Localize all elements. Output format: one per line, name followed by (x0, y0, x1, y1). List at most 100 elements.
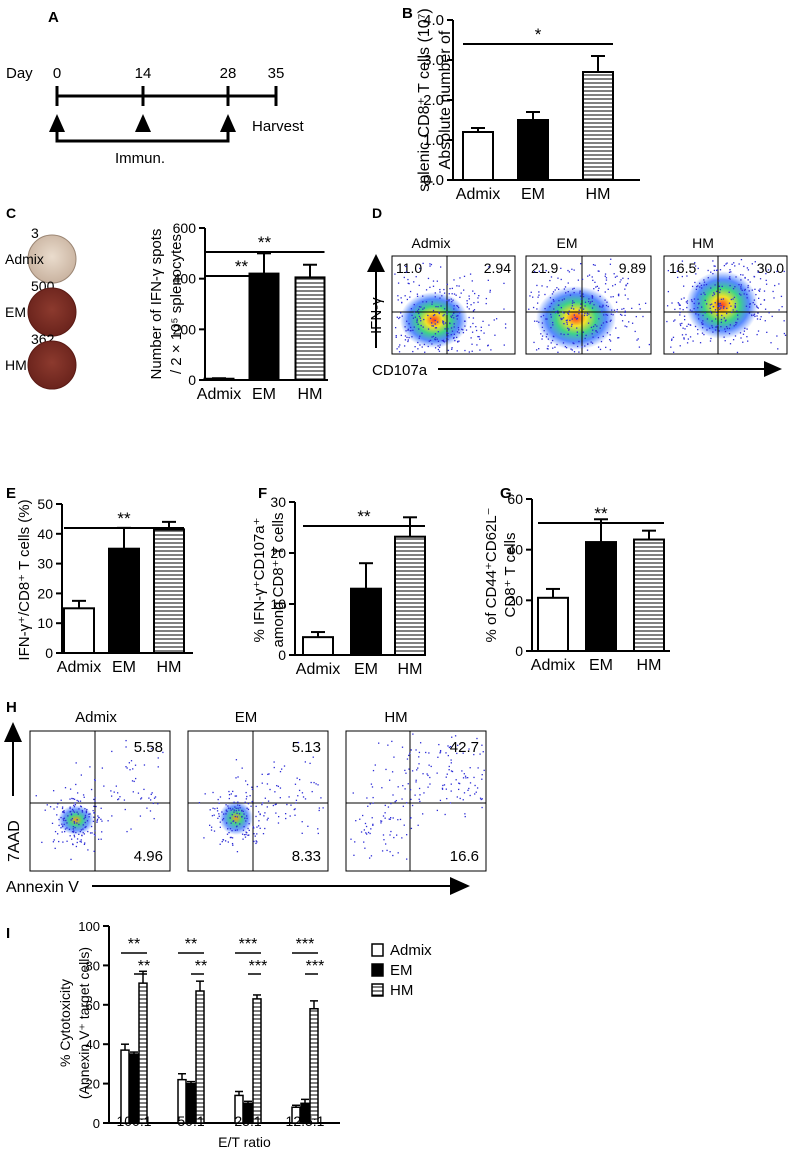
event-dot (419, 800, 421, 803)
cell-density-cloud (686, 271, 758, 339)
event-dot (447, 754, 449, 757)
event-dot (715, 269, 718, 272)
event-dot (407, 278, 409, 281)
event-dot (367, 831, 370, 834)
event-dot (236, 829, 238, 831)
event-dot (296, 777, 298, 779)
event-dot (128, 762, 130, 764)
event-dot (100, 838, 102, 840)
event-dot (475, 325, 477, 328)
event-dot (464, 775, 467, 777)
event-dot (69, 798, 71, 800)
event-dot (718, 305, 720, 308)
event-dot (401, 837, 403, 839)
event-dot (449, 802, 452, 804)
event-dot (729, 324, 732, 326)
event-dot (243, 813, 245, 815)
event-dot (543, 330, 545, 332)
event-dot (457, 788, 460, 791)
event-dot (434, 314, 436, 316)
event-dot (162, 751, 164, 754)
harvest-label: Harvest (252, 118, 305, 135)
event-dot (564, 286, 567, 288)
y-axis-label: Number of IFN-γ spots (148, 229, 165, 380)
event-dot (368, 857, 371, 859)
event-dot (290, 804, 292, 806)
event-dot (436, 772, 438, 774)
event-dot (733, 325, 735, 327)
event-dot (421, 346, 423, 348)
event-dot (604, 273, 607, 275)
event-dot (295, 799, 298, 801)
event-dot (429, 286, 431, 288)
event-dot (453, 333, 456, 335)
event-dot (264, 797, 266, 799)
event-dot (432, 280, 435, 282)
event-dot (318, 807, 321, 809)
event-dot (765, 272, 767, 275)
event-dot (422, 308, 424, 310)
event-dot (573, 291, 575, 294)
event-dot (218, 813, 220, 815)
event-dot (304, 761, 307, 763)
event-dot (116, 792, 119, 794)
event-dot (125, 746, 127, 748)
event-dot (442, 321, 445, 323)
event-dot (123, 799, 126, 801)
event-dot (471, 350, 473, 352)
bar-em (300, 1102, 310, 1124)
flow-plot-title: HM (692, 235, 714, 251)
event-dot (558, 299, 560, 302)
event-dot (749, 281, 751, 283)
significance-marker: ** (185, 936, 197, 953)
event-dot (766, 331, 768, 334)
event-dot (58, 840, 60, 843)
event-dot (549, 306, 551, 308)
event-dot (620, 279, 622, 281)
event-dot (438, 346, 441, 348)
event-dot (605, 346, 607, 349)
event-dot (370, 855, 373, 857)
y-tick-label: 20 (270, 545, 286, 561)
event-dot (80, 839, 82, 841)
event-dot (441, 787, 444, 789)
event-dot (434, 323, 436, 325)
event-dot (130, 828, 132, 830)
event-dot (449, 745, 452, 748)
event-dot (418, 328, 420, 330)
event-dot (94, 834, 96, 837)
event-dot (56, 833, 59, 835)
event-dot (468, 787, 470, 790)
event-dot (101, 831, 103, 833)
event-dot (441, 788, 444, 790)
event-dot (78, 833, 80, 836)
event-dot (697, 333, 699, 335)
y-tick-label: 30 (37, 556, 53, 572)
event-dot (538, 291, 540, 293)
event-dot (615, 327, 617, 329)
event-dot (230, 809, 232, 811)
event-dot (691, 285, 694, 288)
event-dot (712, 294, 714, 297)
event-dot (567, 312, 569, 315)
event-dot (670, 346, 672, 348)
event-dot (416, 318, 418, 320)
event-dot (592, 264, 595, 266)
event-dot (735, 324, 737, 326)
event-dot (638, 303, 640, 306)
event-dot (740, 294, 742, 296)
event-dot (418, 312, 420, 315)
event-dot (274, 803, 276, 806)
event-dot (557, 277, 559, 279)
event-dot (616, 308, 618, 311)
event-dot (580, 263, 582, 265)
event-dot (723, 264, 726, 267)
event-dot (719, 288, 722, 291)
event-dot (758, 289, 760, 292)
event-dot (601, 306, 603, 308)
event-dot (444, 322, 447, 324)
event-dot (222, 839, 225, 841)
event-dot (724, 328, 726, 330)
event-dot (242, 829, 245, 831)
event-dot (98, 816, 100, 819)
